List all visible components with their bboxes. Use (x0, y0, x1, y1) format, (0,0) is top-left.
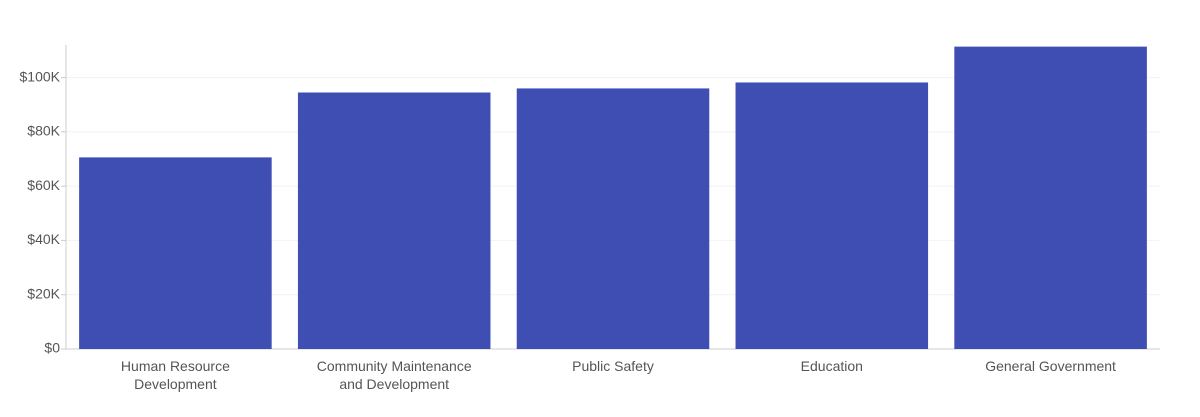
x-tick-label: Education (801, 358, 863, 374)
x-tick-label: Community Maintenance and Development (317, 358, 472, 392)
bar (516, 88, 710, 349)
bar (954, 46, 1147, 349)
x-tick-label: General Government (985, 358, 1116, 374)
y-tick-label: $60K (27, 177, 60, 193)
x-tick-label: Human Resource Development (121, 358, 230, 392)
bar (79, 157, 272, 349)
y-tick-label: $80K (27, 123, 60, 139)
y-tick-label: $0 (44, 340, 60, 356)
bar (297, 92, 491, 349)
bar (735, 82, 929, 349)
y-tick-label: $20K (27, 285, 60, 301)
y-tick-label: $40K (27, 231, 60, 247)
x-tick-label: Public Safety (572, 358, 654, 374)
y-tick-label: $100K (20, 68, 61, 84)
